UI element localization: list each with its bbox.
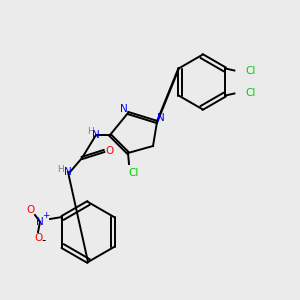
Text: H: H	[87, 128, 93, 136]
Text: O: O	[26, 205, 34, 215]
Text: +: +	[42, 212, 50, 220]
Text: Cl: Cl	[129, 168, 139, 178]
Text: N: N	[157, 113, 165, 123]
Text: Cl: Cl	[245, 65, 256, 76]
Text: H: H	[58, 164, 64, 173]
Text: Cl: Cl	[245, 88, 256, 98]
Text: N: N	[92, 130, 100, 140]
Text: N: N	[120, 104, 128, 114]
Text: O: O	[34, 233, 42, 243]
Text: N: N	[36, 217, 44, 227]
Text: -: -	[42, 235, 46, 248]
Text: O: O	[106, 146, 114, 156]
Text: N: N	[64, 167, 72, 177]
